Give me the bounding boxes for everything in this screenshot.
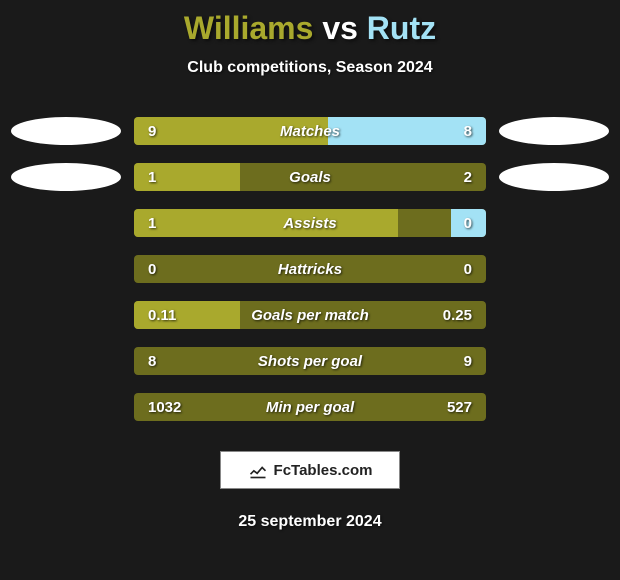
player2-club-placeholder <box>499 163 609 191</box>
stat-row: 9Matches8 <box>134 117 486 145</box>
stat-row: 1Assists0 <box>134 209 486 237</box>
player1-club-placeholder <box>11 163 121 191</box>
stat-value-right: 9 <box>464 347 472 375</box>
date-text: 25 september 2024 <box>0 513 620 531</box>
chart-icon <box>248 460 268 480</box>
stat-value-right: 0.25 <box>443 301 472 329</box>
stat-label: Goals <box>134 163 486 191</box>
stat-label: Min per goal <box>134 393 486 421</box>
subtitle: Club competitions, Season 2024 <box>0 59 620 77</box>
source-badge: FcTables.com <box>220 451 400 489</box>
stat-row: 0.11Goals per match0.25 <box>134 301 486 329</box>
player2-photo-placeholder <box>499 117 609 145</box>
stat-label: Assists <box>134 209 486 237</box>
source-text: FcTables.com <box>274 462 373 479</box>
stat-label: Hattricks <box>134 255 486 283</box>
stat-value-right: 8 <box>464 117 472 145</box>
stat-label: Goals per match <box>134 301 486 329</box>
vs-text: vs <box>322 10 358 46</box>
stat-row: 1032Min per goal527 <box>134 393 486 421</box>
stat-value-right: 0 <box>464 255 472 283</box>
player1-name: Williams <box>184 10 314 46</box>
stat-label: Shots per goal <box>134 347 486 375</box>
stat-value-right: 527 <box>447 393 472 421</box>
stat-row: 1Goals2 <box>134 163 486 191</box>
stat-row: 8Shots per goal9 <box>134 347 486 375</box>
stat-bars: 9Matches81Goals21Assists00Hattricks00.11… <box>126 117 494 421</box>
player2-name: Rutz <box>367 10 436 46</box>
player1-side <box>6 117 126 421</box>
stat-value-right: 0 <box>464 209 472 237</box>
stat-value-right: 2 <box>464 163 472 191</box>
stat-row: 0Hattricks0 <box>134 255 486 283</box>
player1-photo-placeholder <box>11 117 121 145</box>
comparison-title: Williams vs Rutz <box>0 0 620 47</box>
player2-side <box>494 117 614 421</box>
stat-label: Matches <box>134 117 486 145</box>
content-area: 9Matches81Goals21Assists00Hattricks00.11… <box>0 117 620 421</box>
